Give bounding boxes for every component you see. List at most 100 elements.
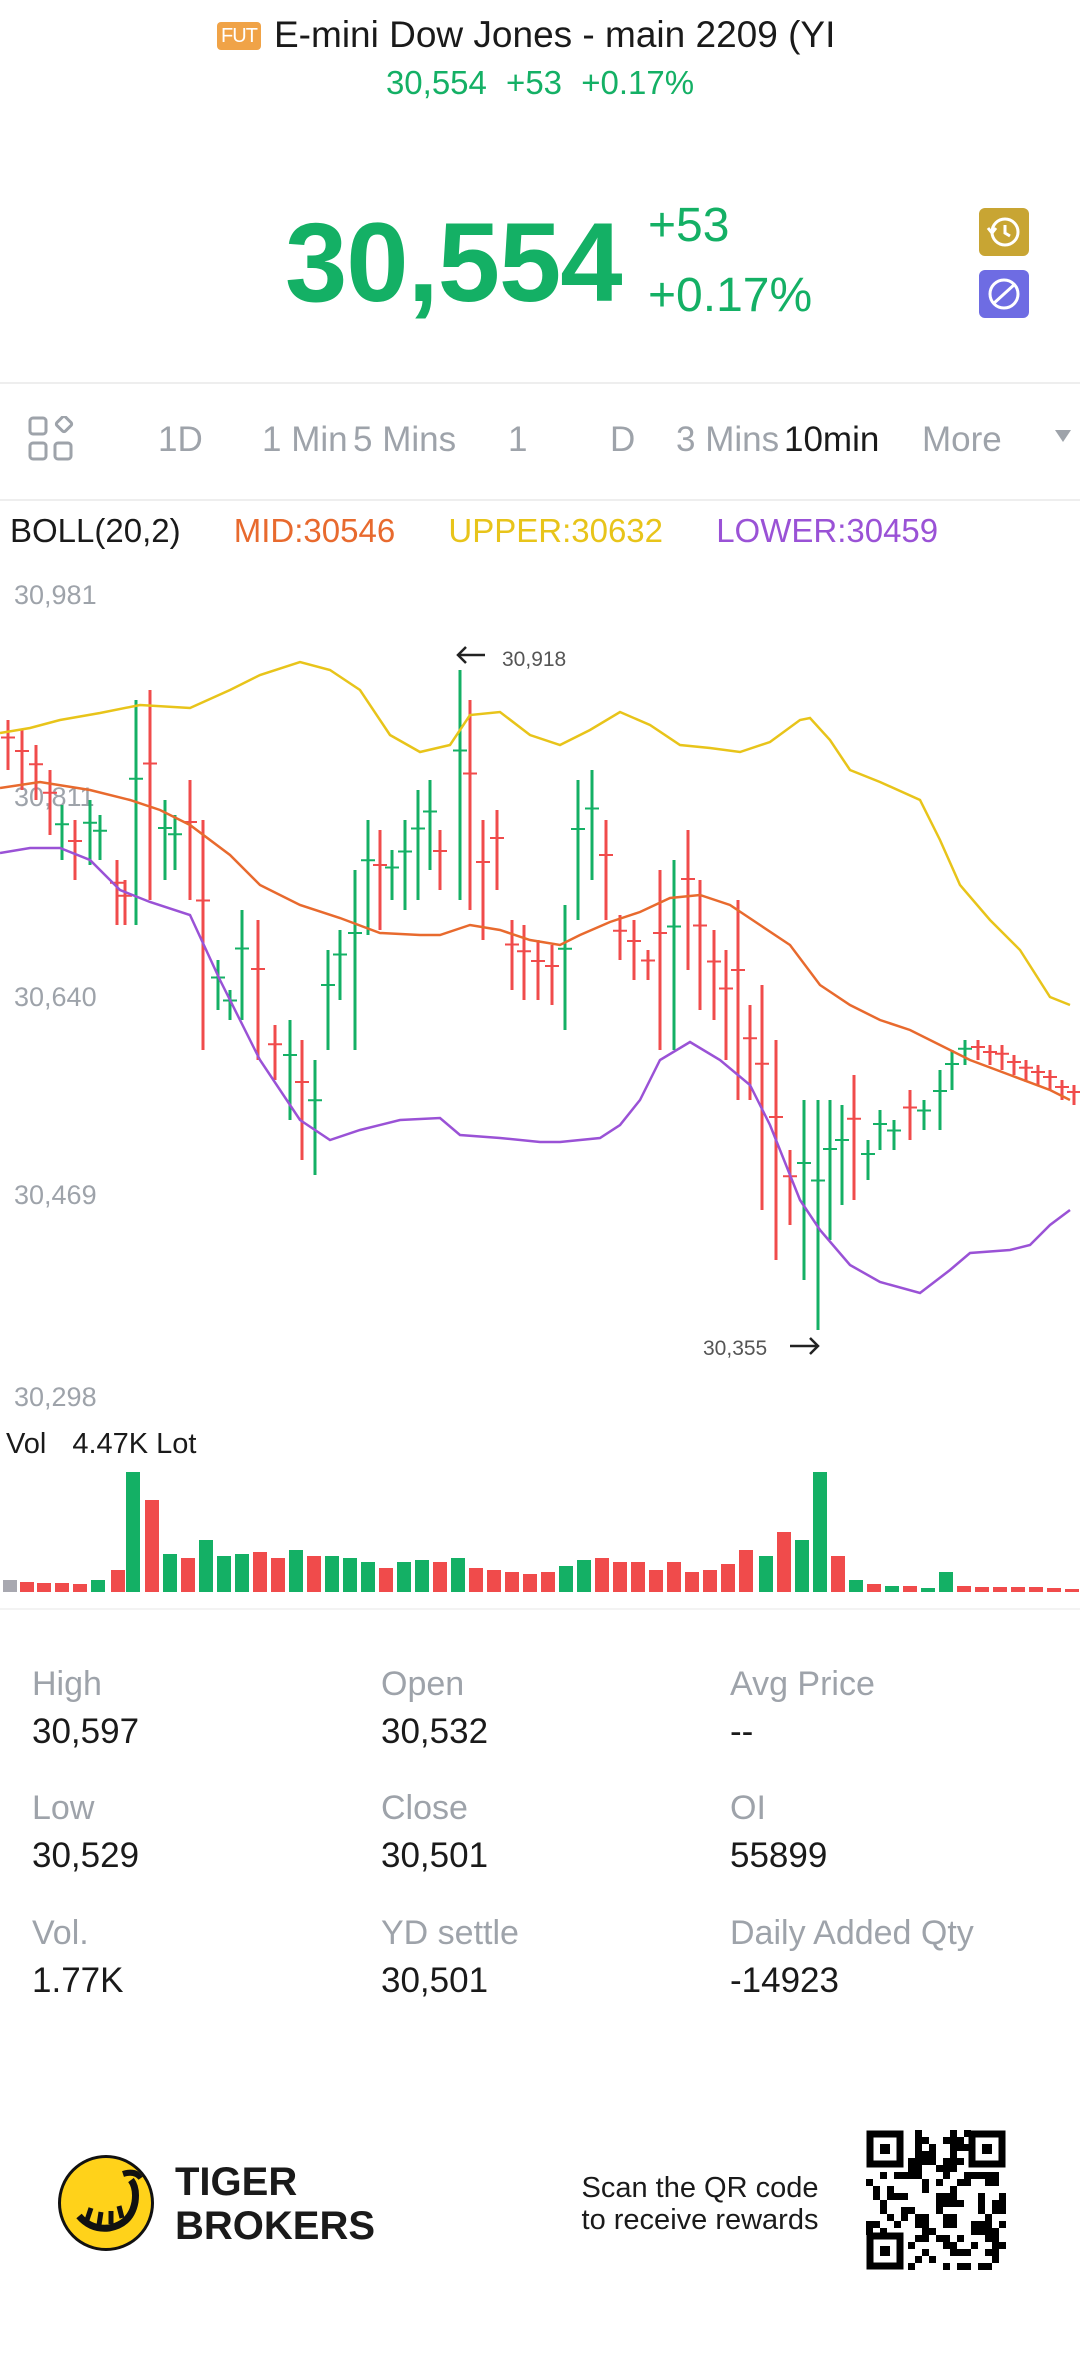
volume-bar	[397, 1562, 411, 1592]
kline-chart[interactable]: 30,918 30,355	[0, 560, 1080, 1620]
volume-bar	[903, 1586, 917, 1592]
qr-cell	[957, 2137, 964, 2144]
grid-layout-icon[interactable]	[28, 414, 74, 462]
qr-cell	[985, 2214, 992, 2221]
qr-cell	[894, 2193, 901, 2200]
qr-cell	[985, 2179, 992, 2186]
qr-cell	[873, 2193, 880, 2200]
qr-cell	[922, 2186, 929, 2193]
stat-value-avg-price: --	[730, 1712, 754, 1751]
chevron-down-icon[interactable]	[1055, 430, 1071, 442]
tiger-logo-icon	[58, 2155, 154, 2251]
qr-cell	[915, 2214, 922, 2221]
divider	[0, 499, 1080, 501]
qr-cell	[950, 2151, 957, 2158]
tab-3-mins[interactable]: 3 Mins	[676, 420, 780, 459]
volume-bar	[415, 1560, 429, 1592]
qr-cell	[915, 2151, 922, 2158]
qr-cell	[880, 2200, 887, 2207]
qr-cell	[922, 2249, 929, 2256]
stat-value-high: 30,597	[32, 1712, 140, 1751]
qr-cell	[950, 2214, 957, 2221]
brand-line-1: TIGER	[175, 2160, 298, 2204]
volume-bar	[55, 1583, 69, 1592]
y-tick: 30,811	[14, 782, 95, 812]
qr-cell	[978, 2200, 985, 2207]
qr-cell	[887, 2186, 894, 2193]
boll-legend[interactable]: BOLL(20,2) MID:30546 UPPER:30632 LOWER:3…	[10, 512, 982, 550]
qr-cell	[866, 2221, 873, 2228]
qr-cell	[999, 2221, 1006, 2228]
tab-1d[interactable]: 1D	[158, 420, 203, 459]
y-tick: 30,981	[14, 580, 97, 610]
qr-cell	[908, 2263, 915, 2270]
qr-cell	[915, 2221, 922, 2228]
qr-cell	[964, 2179, 971, 2186]
stat-label-daily-added-qty: Daily Added Qty	[730, 1914, 974, 1952]
low-marker: 30,355	[703, 1337, 820, 1360]
stat-value-vol: 1.77K	[32, 1961, 124, 2000]
qr-cell	[957, 2158, 964, 2165]
qr-cell	[943, 2137, 950, 2144]
qr-cell	[929, 2144, 936, 2151]
qr-cell	[915, 2256, 922, 2263]
volume-bar	[199, 1540, 213, 1592]
tab-more[interactable]: More	[922, 420, 1002, 459]
qr-cell	[873, 2221, 880, 2228]
volume-bar	[289, 1550, 303, 1592]
volume-bar	[559, 1566, 573, 1592]
period-tabs: 1D 1 Min 5 Mins 1 D 3 Mins 10min More	[0, 384, 1080, 500]
qr-cell	[999, 2242, 1006, 2249]
stat-label-yd-settle: YD settle	[381, 1914, 519, 1952]
qr-cell	[901, 2172, 908, 2179]
history-icon[interactable]	[979, 208, 1029, 256]
volume-bar	[469, 1568, 483, 1592]
header-quote: 30,554 +53 +0.17%	[385, 64, 695, 101]
last-price: 30,554	[285, 200, 623, 325]
qr-cell	[999, 2193, 1006, 2200]
y-tick: 30,640	[14, 982, 97, 1012]
qr-cell	[957, 2200, 964, 2207]
stat-label-low: Low	[32, 1789, 95, 1827]
volume-bar	[1029, 1587, 1043, 1592]
qr-cell	[915, 2165, 922, 2172]
y-tick: 30,298	[14, 1382, 97, 1412]
tab-1[interactable]: 1	[508, 420, 528, 459]
qr-cell	[978, 2207, 985, 2214]
volume-bar	[703, 1570, 717, 1592]
volume-bar	[91, 1580, 105, 1592]
scan-line-1: Scan the QR code	[581, 2172, 819, 2204]
qr-cell	[950, 2137, 957, 2144]
qr-cell	[901, 2207, 908, 2214]
qr-cell	[922, 2179, 929, 2186]
qr-cell	[866, 2228, 873, 2235]
qr-cell	[964, 2144, 971, 2151]
qr-cell	[971, 2172, 978, 2179]
volume-bar	[271, 1558, 285, 1592]
qr-code-icon	[866, 2130, 1006, 2270]
qr-cell	[950, 2158, 957, 2165]
tab-5-mins[interactable]: 5 Mins	[353, 420, 457, 459]
tab-d[interactable]: D	[610, 420, 636, 459]
stat-label-close: Close	[381, 1789, 468, 1827]
stat-label-open: Open	[381, 1665, 465, 1703]
boll-upper: UPPER:30632	[448, 512, 664, 549]
brand-line-2: BROKERS	[175, 2204, 376, 2248]
volume-bar	[957, 1586, 971, 1592]
qr-cell	[971, 2221, 978, 2228]
qr-cell	[957, 2179, 964, 2186]
eye-off-icon[interactable]	[979, 270, 1029, 318]
boll-mid-line	[0, 780, 1071, 1102]
boll-lower-line	[0, 846, 1071, 1295]
stat-value-close: 30,501	[381, 1836, 489, 1875]
volume-bar	[163, 1554, 177, 1592]
tab-1-min[interactable]: 1 Min	[262, 420, 348, 459]
volume-bar	[325, 1556, 339, 1592]
volume-bar	[73, 1584, 87, 1592]
volume-bar	[667, 1562, 681, 1592]
qr-cell	[908, 2172, 915, 2179]
volume-bar	[235, 1554, 249, 1592]
tab-10min[interactable]: 10min	[784, 420, 880, 459]
qr-cell	[943, 2214, 950, 2221]
volume-bar	[613, 1562, 627, 1592]
